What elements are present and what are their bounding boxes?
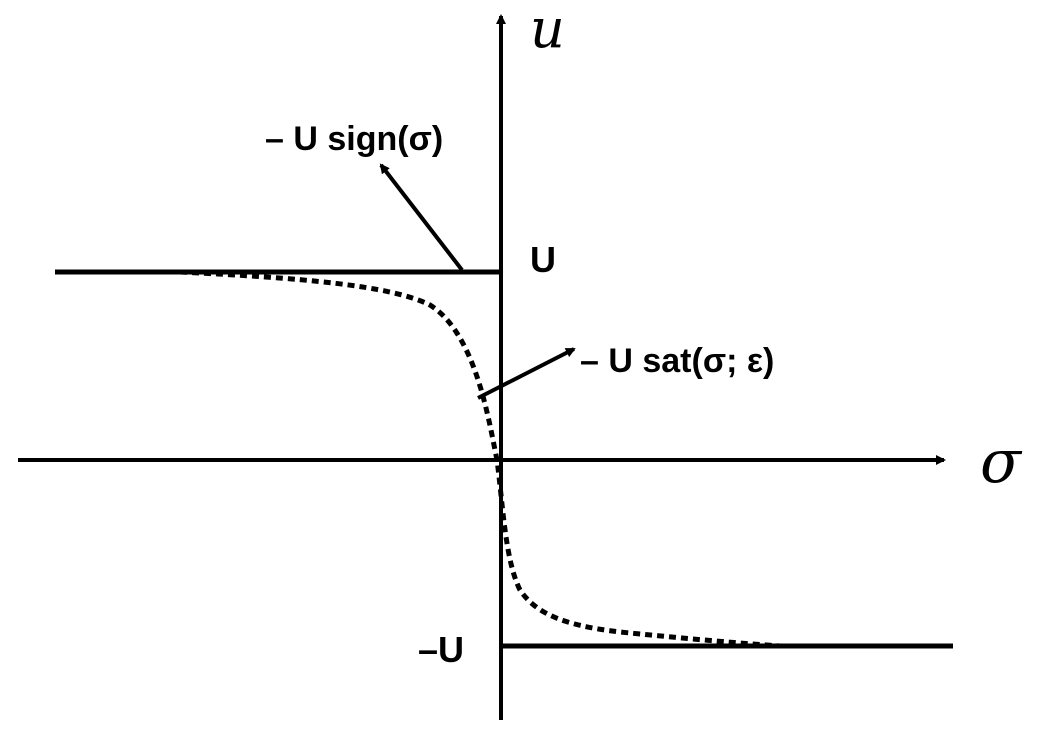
upper-level-label: U xyxy=(530,239,556,280)
y-axis-symbol: u xyxy=(530,0,565,60)
sign-function-label: – U sign(σ) xyxy=(265,120,443,158)
lower-level-label: –U xyxy=(418,629,464,670)
x-axis-symbol: σ xyxy=(980,427,1023,497)
sat-function-label: – U sat(σ; ε) xyxy=(580,342,774,380)
sign-label-pointer xyxy=(379,163,464,272)
saturation-curve xyxy=(179,269,781,649)
sat-label-pointer xyxy=(477,347,576,400)
